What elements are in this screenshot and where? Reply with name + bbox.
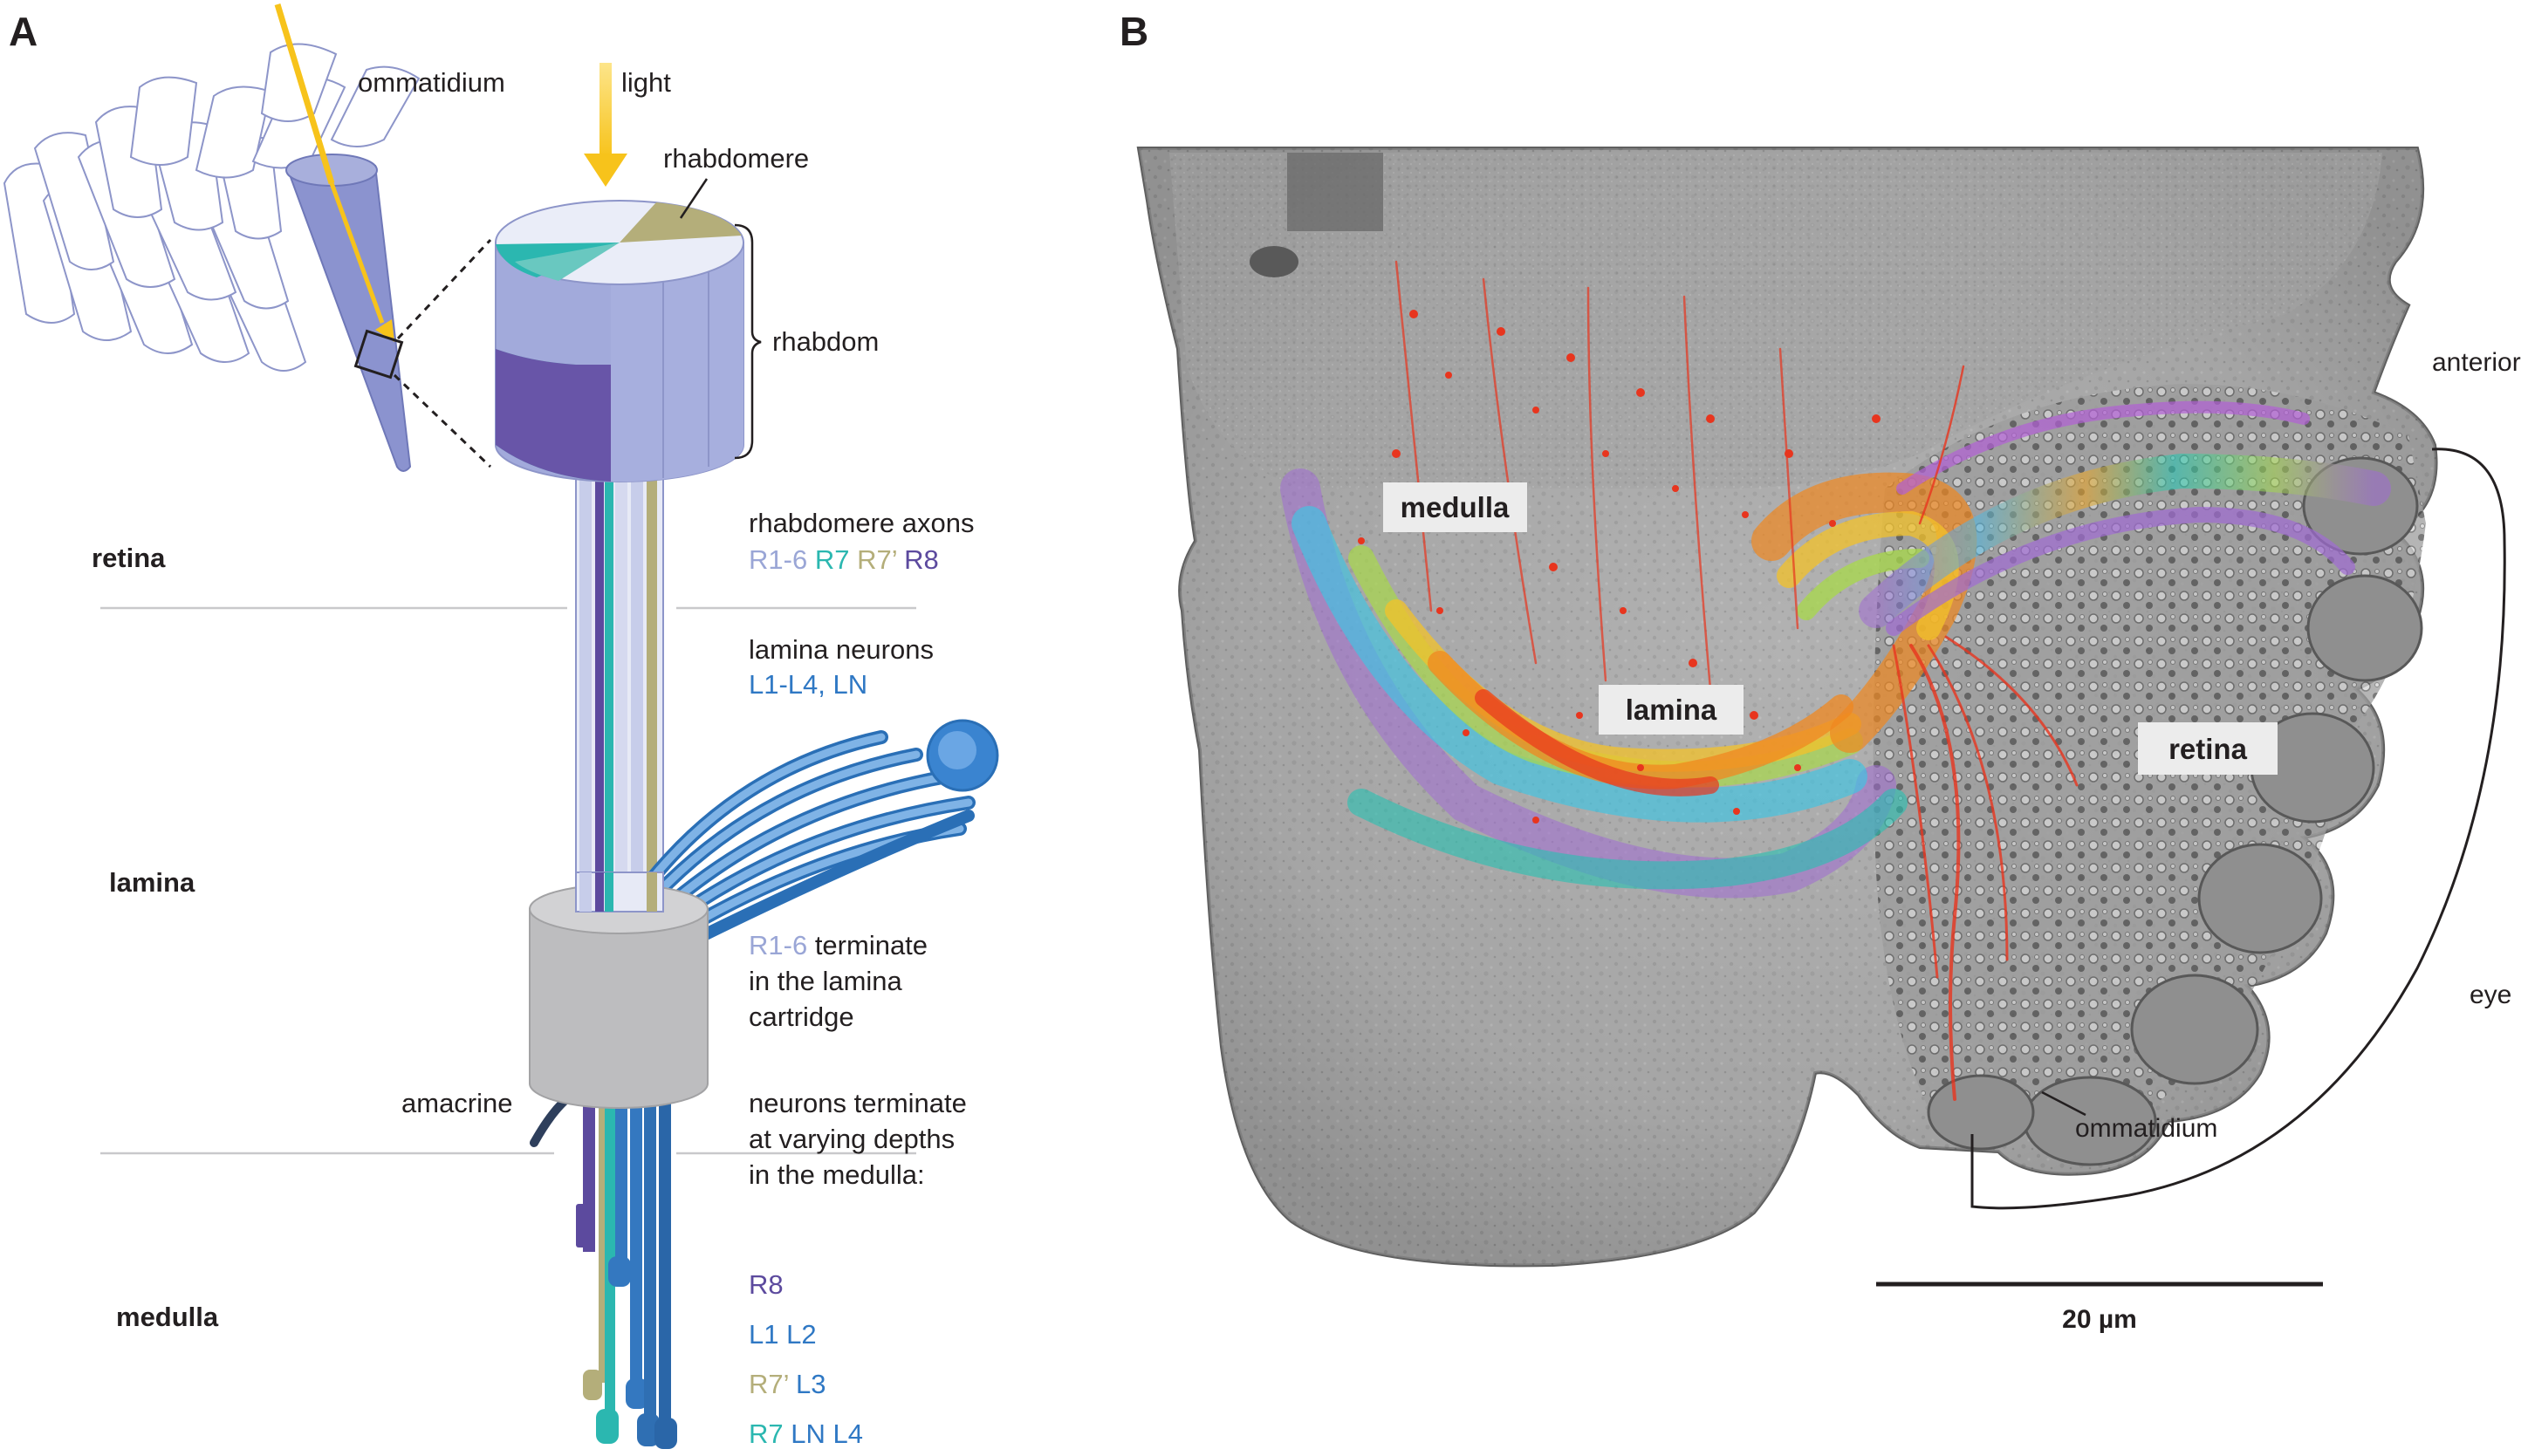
cone — [330, 65, 421, 147]
rhabdomere-axons-list: R1-6 R7 R7’ R8 — [749, 544, 939, 575]
panel-b: B — [1120, 9, 2521, 1334]
medulla-legend-l3: L3 — [796, 1369, 826, 1399]
region-label-retina: retina — [92, 543, 166, 573]
panel-a-letter: A — [9, 9, 38, 54]
axon-r8 — [595, 467, 604, 933]
rhabdom-cylinder — [495, 200, 744, 482]
region-label-lamina: lamina — [109, 867, 195, 898]
light-arrow-shaft — [599, 63, 612, 157]
lamina-label-box — [1599, 685, 1744, 735]
light-ray — [274, 3, 335, 185]
cone — [33, 132, 115, 270]
axon-bundle — [575, 466, 664, 934]
l3-terminal — [644, 1082, 656, 1431]
lamina-neurons-list: L1-L4, LN — [749, 669, 867, 700]
lamina-cartridge — [529, 872, 709, 1109]
brain-tissue — [1169, 153, 2382, 489]
medulla-note-line1: neurons terminate — [749, 1088, 967, 1118]
axon-r7 — [605, 467, 613, 933]
l4-bulb — [654, 1418, 677, 1449]
ommatidium-label-b: ommatidium — [2075, 1114, 2217, 1143]
r16-note-rest: terminate — [807, 930, 928, 960]
panel-a: A ommatidi — [3, 3, 999, 1449]
ommatidium-label-a: ommatidium — [358, 67, 505, 98]
lamina-neurons-heading: lamina neurons — [749, 634, 934, 665]
axon-legend-r7p: R7’ — [857, 544, 896, 575]
zoom-box — [353, 329, 404, 379]
r8-bulb — [576, 1204, 590, 1248]
highlighted-ommatidium — [286, 161, 412, 472]
r16-note-line1: R1-6 terminate — [749, 930, 928, 960]
medulla-legend-row3: R7’ L3 — [749, 1369, 826, 1399]
lamina-label-b: lamina — [1626, 694, 1717, 726]
medulla-legend-l1l2: L1 L2 — [749, 1319, 817, 1350]
l2-bulb — [626, 1378, 648, 1409]
light-arrow-head — [584, 154, 627, 187]
r16-note-r16: R1-6 — [749, 930, 807, 960]
l2-terminal — [630, 1082, 642, 1391]
rhabdom-label: rhabdom — [772, 326, 879, 357]
medulla-legend-r7: R7 — [749, 1418, 784, 1449]
lamina-neuron-nucleus — [938, 731, 976, 769]
lens — [2130, 974, 2259, 1085]
axon-legend-r8: R8 — [904, 544, 939, 575]
amacrine-label: amacrine — [401, 1088, 513, 1118]
eye-bracket — [1970, 448, 2506, 1210]
medulla-label-box — [1383, 482, 1527, 532]
light-ray-arrowhead — [375, 319, 394, 342]
dark-structure — [1250, 246, 1298, 277]
axon-r16 — [579, 467, 592, 933]
axon-legend-r16: R1-6 — [749, 544, 807, 575]
neuron-reconstructions — [1280, 260, 2391, 1101]
eye-label: eye — [2470, 981, 2511, 1009]
zoom-line-bottom — [393, 373, 492, 468]
axon-r16 — [615, 467, 627, 933]
light-ray-inner — [329, 182, 385, 324]
medulla-legend-row4: R7 LN L4 — [749, 1418, 863, 1449]
medulla-legend-r8: R8 — [749, 1269, 784, 1300]
ommatidium-leader — [2041, 1090, 2086, 1117]
lens — [2306, 574, 2423, 682]
r16-note-line2: in the lamina — [749, 966, 903, 996]
lens — [2197, 843, 2323, 954]
r7p-bulb — [583, 1370, 602, 1400]
rhabdomere-leader — [679, 178, 709, 219]
dark-structure — [1287, 153, 1383, 231]
scale-bar-label: 20 µm — [2062, 1305, 2137, 1334]
l3-bulb — [637, 1413, 660, 1446]
zoom-line-top — [396, 238, 492, 340]
ommatidia-cluster — [3, 43, 421, 372]
anterior-label: anterior — [2432, 348, 2521, 377]
l1-bulb — [608, 1256, 631, 1287]
region-label-medulla: medulla — [116, 1302, 219, 1332]
medulla-legend-r7p: R7’ — [749, 1369, 788, 1399]
medulla-note-line3: in the medulla: — [749, 1159, 925, 1190]
medulla-projections — [576, 1082, 677, 1449]
rhabdom-bracket — [734, 223, 762, 460]
retina-label-box — [2138, 722, 2278, 775]
rhabdomere-label: rhabdomere — [663, 143, 809, 174]
r7-bulb — [596, 1409, 619, 1444]
axon-r16 — [631, 467, 643, 933]
lens — [1927, 1074, 2035, 1151]
axon-r7p — [647, 467, 657, 933]
axon-legend-r7: R7 — [815, 544, 850, 575]
r7-terminal — [605, 1082, 615, 1422]
rhabdomere-axons-heading: rhabdomere axons — [749, 508, 975, 538]
l4-terminal — [659, 1082, 671, 1431]
light-label: light — [621, 67, 671, 98]
cone — [129, 76, 198, 166]
medulla-label-b: medulla — [1401, 491, 1510, 523]
l1-terminal — [615, 1082, 627, 1265]
medulla-legend-lnl4: LN L4 — [791, 1418, 863, 1449]
retina-label-b: retina — [2168, 733, 2248, 765]
panel-b-letter: B — [1120, 9, 1148, 54]
medulla-note-line2: at varying depths — [749, 1124, 955, 1154]
r16-note-line3: cartridge — [749, 1001, 854, 1032]
